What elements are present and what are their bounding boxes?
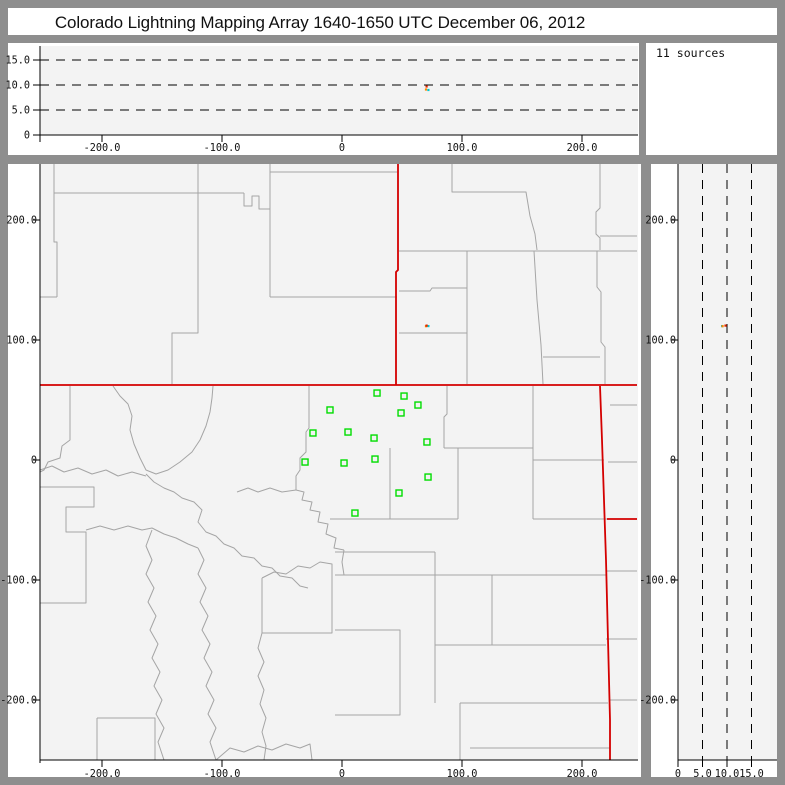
top-x-tick-label: 100.0: [447, 143, 478, 154]
right-x-tick-label: 5.0: [693, 769, 711, 780]
county-boundary: [40, 465, 147, 477]
lma-station-marker: [395, 489, 403, 497]
county-boundary: [85, 525, 199, 549]
top-x-tick-label: 200.0: [567, 143, 598, 154]
county-boundary: [145, 529, 165, 760]
lightning-source-point: [425, 85, 428, 88]
lma-station-marker: [414, 401, 422, 409]
top-x-tick-label: -100.0: [204, 143, 241, 154]
right-x-tick-label: 0: [675, 769, 681, 780]
county-boundary: [112, 385, 214, 475]
lma-station-marker: [309, 429, 317, 437]
lightning-source-point: [427, 324, 430, 328]
right-x-tick-label: 10.0: [715, 769, 740, 780]
lma-station-marker: [351, 509, 359, 517]
top-y-tick-label: 0: [24, 131, 30, 142]
map-y-tick-label: 200.0: [6, 216, 37, 227]
county-boundary: [443, 386, 448, 448]
county-boundary: [341, 549, 345, 576]
map-x-tick-label: -100.0: [204, 769, 241, 780]
county-boundary: [596, 251, 606, 384]
page-title: Colorado Lightning Mapping Array 1640-16…: [55, 13, 585, 32]
top-y-tick-label: 15.0: [5, 56, 30, 67]
map-y-tick-label: -100.0: [0, 576, 37, 587]
top-y-tick-label: 10.0: [5, 81, 30, 92]
county-boundary: [295, 489, 345, 551]
lma-station-marker: [373, 389, 381, 397]
map-y-tick-label: 100.0: [6, 336, 37, 347]
map-y-tick-label: 0: [31, 456, 37, 467]
lma-station-marker: [326, 406, 334, 414]
county-boundary: [197, 547, 217, 760]
state-boundary: [599, 385, 611, 760]
lma-station-marker: [397, 409, 405, 417]
map-layer: [40, 164, 637, 760]
lma-station-marker: [400, 392, 408, 400]
top-sources-layer: [424, 85, 430, 92]
map-plot-area: [40, 164, 638, 760]
plan-view-map-panel: 200.0 100.0 0 -100.0 -200.0 -200.0 -100.0 0 100.…: [0, 164, 638, 780]
lma-station-marker: [423, 438, 431, 446]
county-boundary: [261, 561, 333, 634]
sources-count-label: 11 sources: [656, 46, 725, 60]
lma-station-marker: [301, 458, 309, 466]
county-boundary: [295, 386, 310, 490]
top-plot-area: [40, 46, 638, 135]
county-boundary: [236, 487, 297, 493]
map-x-tick-label: 100.0: [447, 769, 478, 780]
county-boundary: [40, 486, 95, 604]
altitude-vs-eastwest-panel: 15.0 10.0 5.0 0 -200.0 -100.0 0 100.0 200.0: [5, 46, 638, 154]
county-boundary: [171, 164, 199, 384]
state-boundary: [395, 164, 399, 385]
top-x-tick-label: -200.0: [84, 143, 121, 154]
lightning-source-point: [427, 88, 430, 92]
lightning-source-point: [721, 325, 724, 328]
lma-station-marker: [340, 459, 348, 467]
map-x-tick-label: 200.0: [567, 769, 598, 780]
county-boundary: [533, 250, 544, 385]
map-x-tick-label: 0: [339, 769, 345, 780]
right-y-tick-label: 200.0: [645, 216, 676, 227]
lma-station-marker: [371, 455, 379, 463]
county-boundary: [145, 473, 309, 589]
right-x-tick-label: 15.0: [739, 769, 764, 780]
title-bar: [8, 8, 777, 35]
lma-station-marker: [424, 473, 432, 481]
county-boundary: [335, 629, 401, 716]
map-x-tick-label: -200.0: [84, 769, 121, 780]
right-sources-layer: [721, 324, 727, 328]
county-boundary: [257, 632, 267, 760]
county-boundary: [40, 386, 71, 473]
altitude-vs-northsouth-panel: 200.0 100.0 0 -100.0 -200.0 0 5.0 10.0 15.0: [639, 164, 777, 780]
county-boundary: [451, 164, 538, 251]
right-y-tick-label: -100.0: [639, 576, 676, 587]
map-y-tick-label: -200.0: [0, 696, 37, 707]
lightning-source-point: [424, 88, 428, 91]
right-y-tick-label: 100.0: [645, 336, 676, 347]
county-boundary: [215, 743, 313, 760]
right-y-tick-label: 0: [670, 456, 676, 467]
lma-station-marker: [344, 428, 352, 436]
county-boundary: [399, 287, 467, 292]
county-boundary: [53, 164, 58, 297]
lma-station-marker: [370, 434, 378, 442]
lightning-source-point: [425, 324, 428, 327]
sources-box: [646, 43, 777, 155]
right-y-tick-label: -200.0: [639, 696, 676, 707]
county-boundary: [595, 164, 601, 250]
county-boundary: [97, 717, 156, 760]
top-x-tick-label: 0: [339, 143, 345, 154]
county-boundary: [243, 193, 271, 210]
lightning-source-point: [724, 324, 727, 327]
top-y-tick-label: 5.0: [12, 106, 30, 117]
right-plot-area: [678, 164, 777, 760]
